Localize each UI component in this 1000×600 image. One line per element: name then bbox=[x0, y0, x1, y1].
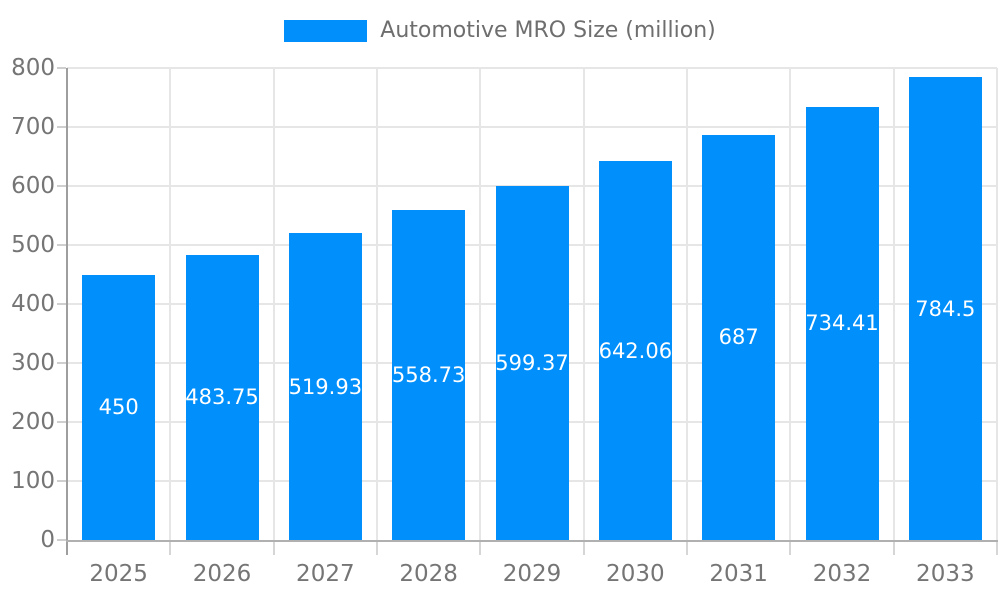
x-tick bbox=[169, 542, 172, 555]
y-tick bbox=[57, 67, 66, 69]
v-gridline bbox=[169, 68, 172, 540]
y-axis-label: 0 bbox=[40, 527, 55, 553]
y-axis-label: 300 bbox=[11, 350, 55, 376]
h-gridline bbox=[67, 126, 997, 128]
bar-value-label: 558.73 bbox=[391, 363, 466, 388]
plot-area: 450 483.75 519.93 558.73 599.37 642.06 687 734.… bbox=[67, 67, 998, 540]
x-axis-label: 2029 bbox=[502, 561, 562, 587]
v-gridline bbox=[789, 68, 792, 540]
bar-2026[interactable]: 483.75 bbox=[185, 254, 259, 540]
v-gridline bbox=[892, 68, 895, 540]
v-gridline bbox=[272, 68, 275, 540]
bar-2029[interactable]: 599.37 bbox=[495, 186, 569, 540]
x-axis-label: 2030 bbox=[606, 561, 665, 587]
x-axis-label: 2027 bbox=[296, 561, 355, 587]
legend[interactable]: Automotive MRO Size (million) bbox=[0, 18, 1000, 44]
y-axis-label: 700 bbox=[11, 114, 55, 140]
x-tick bbox=[272, 542, 275, 555]
bar-2031[interactable]: 687 bbox=[702, 134, 776, 540]
legend-marker bbox=[284, 20, 368, 42]
x-axis-label: 2028 bbox=[399, 561, 458, 587]
bar-value-label: 734.41 bbox=[805, 311, 879, 336]
y-tick bbox=[57, 362, 66, 364]
bar-value-label: 642.06 bbox=[598, 338, 673, 363]
v-gridline bbox=[479, 68, 482, 540]
h-gridline bbox=[67, 67, 997, 69]
x-axis-label: 2025 bbox=[89, 561, 148, 587]
y-axis-line bbox=[66, 68, 68, 555]
bar-2030[interactable]: 642.06 bbox=[599, 161, 672, 540]
y-tick bbox=[57, 303, 66, 305]
y-axis-label: 500 bbox=[11, 232, 55, 258]
bar-2032[interactable]: 734.41 bbox=[805, 106, 879, 540]
y-axis-label: 600 bbox=[11, 173, 55, 199]
x-tick bbox=[479, 542, 482, 555]
v-gridline bbox=[996, 68, 998, 540]
bar-value-label: 483.75 bbox=[185, 385, 259, 410]
y-axis-label: 200 bbox=[11, 409, 55, 435]
y-axis-label: 100 bbox=[11, 468, 55, 494]
bar-2033[interactable]: 784.5 bbox=[908, 77, 982, 540]
y-tick bbox=[57, 480, 66, 482]
bar-2028[interactable]: 558.73 bbox=[392, 210, 465, 540]
x-tick bbox=[582, 542, 585, 555]
v-gridline bbox=[582, 68, 585, 540]
bar-value-label: 687 bbox=[718, 325, 759, 350]
x-axis-label: 2031 bbox=[709, 561, 768, 587]
legend-label: Automotive MRO Size (million) bbox=[380, 18, 716, 43]
x-tick bbox=[686, 542, 688, 555]
x-axis-label: 2026 bbox=[192, 561, 252, 587]
v-gridline bbox=[686, 68, 688, 540]
bar-value-label: 519.93 bbox=[288, 374, 363, 399]
bar-2027[interactable]: 519.93 bbox=[289, 233, 362, 540]
y-tick bbox=[57, 185, 66, 187]
x-axis-line bbox=[66, 540, 998, 542]
y-tick bbox=[57, 126, 66, 128]
x-tick bbox=[376, 542, 378, 555]
y-axis-label: 800 bbox=[11, 55, 55, 81]
x-axis-label: 2032 bbox=[812, 561, 872, 587]
y-tick bbox=[57, 244, 66, 246]
y-axis-label: 400 bbox=[11, 291, 55, 317]
bar-value-label: 784.5 bbox=[915, 296, 976, 321]
x-tick bbox=[892, 542, 895, 555]
y-tick bbox=[57, 421, 66, 423]
bar-value-label: 450 bbox=[98, 395, 139, 420]
x-tick bbox=[996, 542, 998, 555]
x-tick bbox=[789, 542, 792, 555]
bar-2025[interactable]: 450 bbox=[82, 274, 156, 540]
v-gridline bbox=[376, 68, 378, 540]
h-gridline bbox=[67, 185, 997, 187]
y-tick bbox=[57, 539, 66, 541]
x-axis-label: 2033 bbox=[916, 561, 975, 587]
bar-value-label: 599.37 bbox=[495, 351, 569, 376]
